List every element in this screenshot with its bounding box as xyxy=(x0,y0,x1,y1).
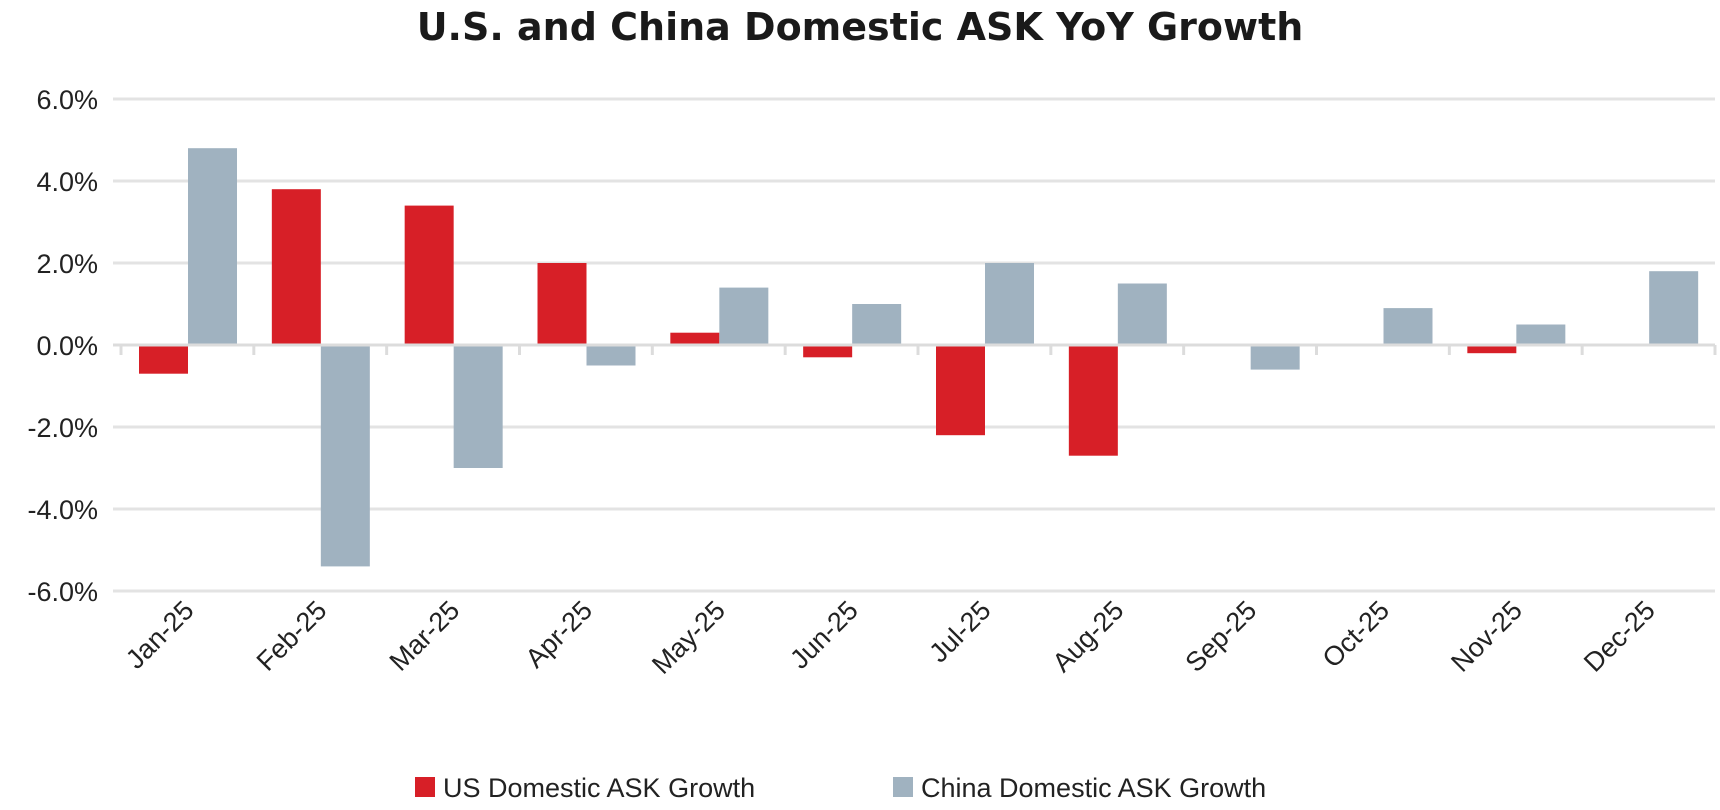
y-tick-label: 4.0% xyxy=(36,167,98,197)
x-axis xyxy=(113,343,1717,355)
x-tick-label: Jun-25 xyxy=(784,595,864,675)
y-tick-label: -2.0% xyxy=(27,413,98,443)
legend-label: China Domestic ASK Growth xyxy=(921,773,1266,803)
x-axis-ticks: Jan-25 Feb-25 Mar-25 Apr-25 May-25 Jun-25 Jul-… xyxy=(120,595,1661,680)
bar-china xyxy=(1117,283,1167,345)
gridlines xyxy=(113,97,1715,593)
legend: US Domestic ASK Growth China Domestic ASK… xyxy=(415,773,1266,803)
legend-swatch xyxy=(415,777,435,797)
y-tick-label: 0.0% xyxy=(36,331,98,361)
bar-china xyxy=(1250,345,1300,370)
bar-us xyxy=(537,263,587,345)
x-tick-label: Nov-25 xyxy=(1445,595,1528,678)
x-tick-label: Aug-25 xyxy=(1047,595,1130,678)
legend-label: US Domestic ASK Growth xyxy=(443,773,755,803)
x-tick-label: Sep-25 xyxy=(1180,595,1263,678)
bar-china xyxy=(320,345,370,567)
bars xyxy=(139,148,1699,567)
y-tick-label: 6.0% xyxy=(36,85,98,115)
x-tick-label: Feb-25 xyxy=(251,595,333,677)
bar-china xyxy=(985,263,1034,345)
chart-title: U.S. and China Domestic ASK YoY Growth xyxy=(417,5,1304,49)
x-tick-label: May-25 xyxy=(646,595,731,680)
bar-us xyxy=(936,345,985,436)
bar-us xyxy=(404,205,454,345)
bar-china xyxy=(1649,271,1699,345)
x-tick-label: Mar-25 xyxy=(384,595,466,677)
bar-china xyxy=(1516,324,1566,345)
bar-china xyxy=(852,304,902,345)
y-axis-ticks: 6.0% 4.0% 2.0% 0.0% -2.0% -4.0% -6.0% xyxy=(27,85,98,607)
x-tick-label: Apr-25 xyxy=(520,595,599,674)
bar-china xyxy=(719,287,769,345)
bar-us xyxy=(1068,345,1118,456)
y-tick-label: 2.0% xyxy=(36,249,98,279)
bar-us xyxy=(803,345,853,358)
y-tick-label: -4.0% xyxy=(27,495,98,525)
bar-us xyxy=(271,189,321,345)
legend-swatch xyxy=(893,777,913,797)
bar-china xyxy=(188,148,237,345)
x-tick-label: Jul-25 xyxy=(923,595,996,668)
y-tick-label: -6.0% xyxy=(27,577,98,607)
bar-us xyxy=(1467,345,1517,354)
bar-china xyxy=(586,345,636,366)
bar-china xyxy=(453,345,503,468)
bar-us xyxy=(670,332,720,345)
bar-us xyxy=(139,345,188,374)
x-tick-label: Jan-25 xyxy=(120,595,200,675)
x-tick-label: Oct-25 xyxy=(1317,595,1396,674)
bar-china xyxy=(1383,308,1433,345)
x-tick-label: Dec-25 xyxy=(1578,595,1661,678)
